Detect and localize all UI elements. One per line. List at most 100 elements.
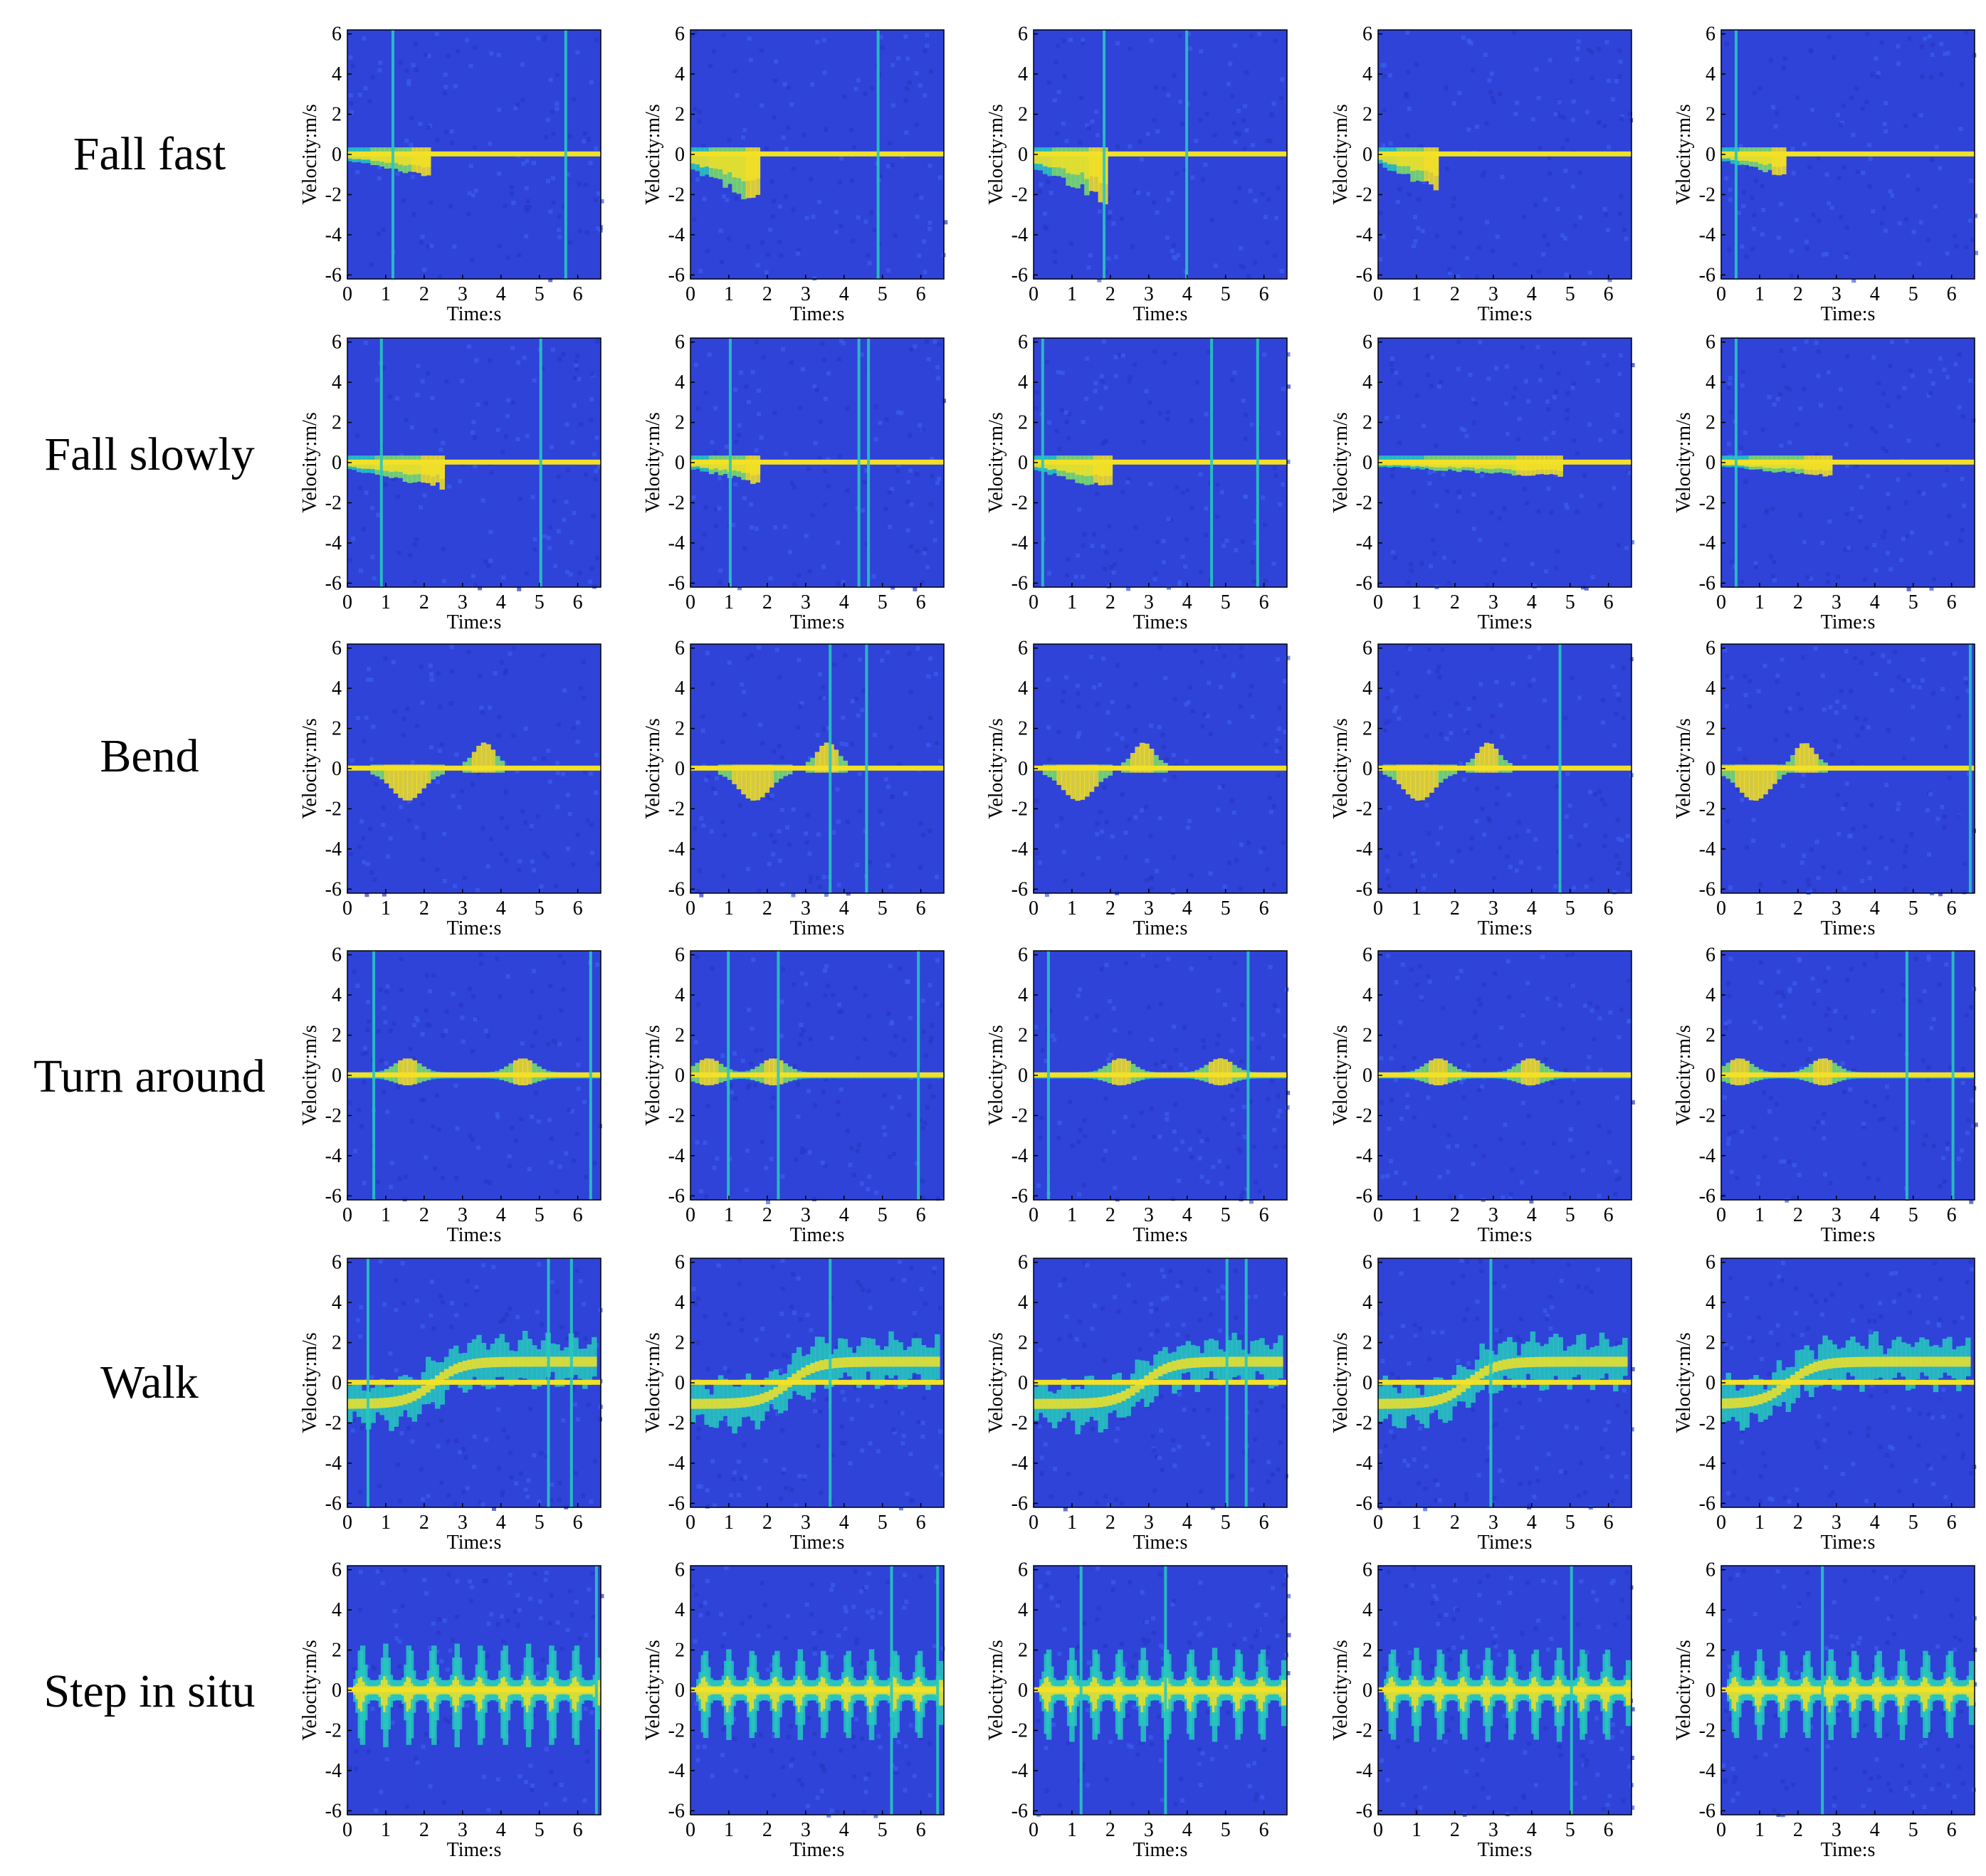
noise-cell — [805, 1312, 810, 1317]
noise-cell — [1425, 974, 1430, 979]
noise-cell — [1873, 429, 1878, 434]
noise-cell — [768, 227, 773, 232]
noise-cell — [540, 366, 545, 371]
noise-cell — [466, 1279, 470, 1284]
noise-cell — [725, 1418, 730, 1423]
noise-cell — [892, 1430, 897, 1435]
noise-cell — [1967, 218, 1972, 223]
noise-cell — [744, 384, 749, 389]
noise-cell — [1614, 1177, 1619, 1182]
doppler-energy-cell — [1079, 463, 1086, 475]
noise-cell — [761, 354, 766, 359]
doppler-energy-cell — [398, 1395, 404, 1406]
noise-cell — [1787, 986, 1792, 991]
noise-cell — [1817, 218, 1822, 223]
noise-cell — [497, 715, 502, 720]
noise-cell — [1238, 1375, 1243, 1380]
y-tick-label: 4 — [675, 984, 685, 1006]
noise-cell — [1189, 966, 1194, 971]
doppler-energy-cell — [485, 1357, 491, 1368]
noise-cell — [1555, 784, 1560, 789]
noise-cell — [1239, 653, 1244, 658]
noise-cell — [1093, 381, 1098, 386]
noise-cell — [713, 1503, 717, 1508]
noise-cell — [1787, 1159, 1792, 1164]
noise-cell — [902, 1038, 907, 1043]
doppler-energy-cell — [838, 756, 844, 773]
x-tick-label: 4 — [1870, 283, 1880, 305]
noise-cell — [363, 86, 368, 91]
noise-cell — [713, 507, 718, 512]
y-tick-label: 2 — [675, 1332, 685, 1354]
noise-cell — [1242, 1134, 1247, 1139]
zero-velocity-line — [347, 765, 601, 771]
noise-cell — [501, 1428, 506, 1433]
doppler-energy-cell — [527, 1060, 532, 1085]
noise-cell — [1148, 482, 1153, 487]
noise-cell — [713, 450, 718, 455]
noise-cell — [1044, 226, 1049, 231]
noise-cell — [1800, 860, 1804, 865]
noise-cell — [727, 1321, 732, 1326]
noise-cell — [505, 413, 510, 418]
noise-cell — [1266, 1480, 1271, 1485]
noise-cell — [1102, 785, 1107, 790]
noise-cell — [1116, 1309, 1121, 1314]
noise-cell — [468, 63, 473, 68]
noise-cell — [1577, 695, 1582, 700]
noise-cell — [1923, 1133, 1928, 1138]
noise-cell — [530, 859, 535, 864]
noise-cell — [1744, 165, 1749, 170]
noise-cell — [853, 986, 858, 991]
noise-cell — [1379, 1055, 1384, 1060]
noise-cell — [932, 1266, 937, 1271]
noise-cell — [1391, 466, 1396, 471]
y-tick-label: 0 — [1706, 758, 1716, 780]
noise-cell — [1057, 447, 1061, 452]
doppler-energy-cell — [564, 1356, 569, 1367]
noise-cell — [1173, 1102, 1178, 1107]
noise-cell — [539, 1322, 544, 1327]
noise-cell — [385, 1110, 390, 1114]
doppler-energy-cell — [555, 1356, 560, 1367]
doppler-energy-cell — [690, 1398, 696, 1409]
doppler-energy-cell — [407, 463, 413, 475]
noise-cell — [1248, 692, 1253, 697]
doppler-energy-cell — [870, 1356, 876, 1367]
doppler-energy-cell — [352, 1383, 357, 1412]
noise-cell — [1627, 979, 1631, 983]
noise-cell — [1795, 218, 1800, 223]
y-tick-label: 0 — [1018, 758, 1028, 780]
noise-cell — [1111, 1129, 1116, 1134]
noise-cell — [1972, 986, 1977, 991]
noise-cell — [1230, 1122, 1235, 1127]
noise-cell — [1489, 729, 1493, 734]
doppler-energy-cell — [1424, 764, 1430, 798]
noise-cell — [1279, 96, 1284, 100]
noise-cell — [923, 1053, 928, 1058]
noise-cell — [1848, 1087, 1853, 1092]
noise-cell — [721, 874, 725, 878]
y-tick-label: -2 — [1012, 184, 1028, 206]
noise-cell — [916, 1420, 921, 1425]
noise-cell — [717, 506, 722, 511]
noise-cell — [422, 268, 426, 272]
doppler-energy-cell — [1392, 764, 1397, 780]
noise-cell — [1614, 1169, 1619, 1174]
noise-cell — [1545, 996, 1550, 1001]
x-tick-label: 1 — [1412, 897, 1422, 919]
noise-cell — [1204, 111, 1209, 116]
noise-cell — [843, 653, 848, 658]
noise-cell — [428, 989, 433, 994]
y-tick-label: 6 — [332, 1252, 342, 1274]
noise-cell — [800, 1146, 805, 1151]
noise-cell — [550, 1280, 555, 1285]
doppler-energy-cell — [393, 463, 399, 472]
noise-cell — [938, 759, 943, 764]
noise-cell — [1270, 1472, 1275, 1477]
noise-cell — [871, 574, 876, 579]
noise-cell — [511, 201, 516, 205]
noise-cell — [696, 1002, 701, 1007]
noise-cell — [1209, 1312, 1213, 1317]
